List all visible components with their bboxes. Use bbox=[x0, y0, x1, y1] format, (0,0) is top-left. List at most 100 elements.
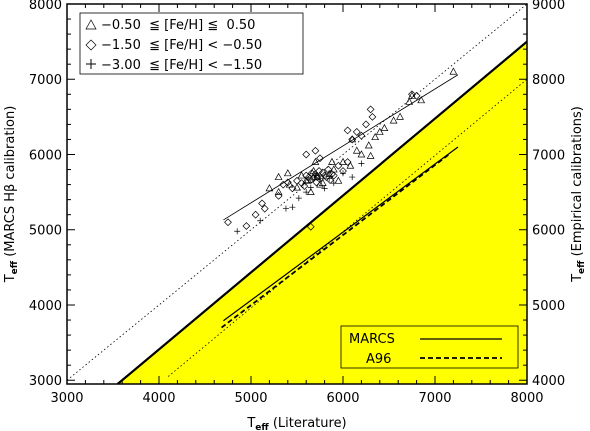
x-tick-label: 3000 bbox=[50, 391, 83, 406]
triangle-marker bbox=[357, 150, 366, 158]
x-tick-label: 4000 bbox=[142, 391, 175, 406]
diamond-marker bbox=[306, 176, 315, 184]
y-right-tick-label: 6000 bbox=[532, 224, 565, 239]
plus-marker bbox=[257, 217, 264, 224]
diamond-marker bbox=[326, 176, 335, 184]
y-left-tick-label: 7000 bbox=[29, 73, 62, 88]
x-tick-label: 5000 bbox=[234, 391, 267, 406]
diamond-marker bbox=[306, 222, 315, 231]
diamond-marker bbox=[412, 91, 421, 100]
x-tick-label: 6000 bbox=[326, 391, 359, 406]
triangle-marker bbox=[380, 123, 389, 132]
y-right-tick-label: 4000 bbox=[532, 374, 565, 389]
diamond-marker bbox=[408, 90, 416, 99]
plus-marker bbox=[340, 170, 346, 177]
diamond-marker bbox=[334, 161, 343, 170]
diamond-marker bbox=[283, 178, 292, 187]
y-right-tick-label: 5000 bbox=[532, 299, 565, 314]
diamond-marker bbox=[343, 126, 352, 135]
triangle-marker bbox=[396, 112, 404, 120]
diamond-marker bbox=[368, 112, 377, 121]
diamond-marker bbox=[318, 168, 327, 177]
diamond-marker bbox=[242, 222, 251, 230]
triangle-marker bbox=[348, 135, 357, 143]
plus-marker bbox=[312, 172, 319, 179]
y-axis-right-title: Teff (Empirical calibrations) bbox=[570, 106, 587, 283]
diamond-marker bbox=[258, 199, 266, 208]
triangle-marker bbox=[283, 169, 292, 177]
y-right-tick-label: 9000 bbox=[532, 0, 565, 13]
legend-entry-triangle: −0.50 ≦ [Fe/H] ≦ 0.50 bbox=[101, 18, 255, 33]
diamond-marker bbox=[274, 191, 283, 200]
plus-marker bbox=[358, 160, 365, 167]
diamond-marker bbox=[311, 146, 320, 155]
one-to-one-dotted-line-left bbox=[67, 4, 527, 381]
plus-marker bbox=[317, 175, 323, 182]
triangle-marker bbox=[328, 157, 336, 165]
triangle-marker bbox=[346, 161, 355, 169]
triangle-marker bbox=[449, 67, 458, 75]
y-left-tick-label: 6000 bbox=[29, 148, 62, 163]
y-axis-right-ticks bbox=[519, 3, 527, 381]
diamond-marker bbox=[357, 131, 366, 140]
triangle-marker bbox=[293, 183, 301, 191]
triangle-marker bbox=[417, 96, 426, 104]
triangle-marker bbox=[265, 184, 274, 192]
plus-marker bbox=[282, 205, 289, 212]
x-axis-title: Teff (Literature) bbox=[246, 416, 346, 431]
upper-fit-line bbox=[223, 74, 459, 221]
triangle-marker bbox=[285, 180, 294, 188]
legend-diamond-icon bbox=[85, 39, 97, 51]
diamond-marker bbox=[329, 171, 338, 180]
y-left-tick-label: 4000 bbox=[29, 299, 62, 314]
diamond-marker bbox=[362, 120, 370, 129]
diamond-marker bbox=[315, 167, 323, 175]
triangle-marker bbox=[306, 187, 315, 195]
diamond-marker bbox=[260, 204, 269, 213]
legend-entry-diamond: −1.50 ≦ [Fe/H] < −0.50 bbox=[101, 38, 262, 53]
triangle-marker bbox=[274, 187, 283, 195]
data-markers bbox=[224, 67, 458, 235]
legend-triangle-icon bbox=[85, 19, 97, 30]
triangle-marker bbox=[274, 172, 283, 180]
y-left-tick-label: 5000 bbox=[29, 224, 62, 239]
legend-entry-marcs: MARCS bbox=[349, 332, 395, 347]
plus-marker bbox=[349, 174, 356, 181]
triangle-marker bbox=[366, 151, 375, 159]
y-left-tick-label: 8000 bbox=[29, 0, 62, 13]
y-right-tick-label: 8000 bbox=[532, 73, 565, 88]
triangle-marker bbox=[405, 97, 414, 105]
x-axis-ticks bbox=[66, 4, 528, 384]
plus-marker bbox=[303, 189, 310, 196]
diamond-marker bbox=[352, 128, 361, 136]
triangle-marker bbox=[371, 132, 380, 141]
thick-boundary-line bbox=[116, 40, 527, 384]
x-tick-label: 7000 bbox=[418, 391, 451, 406]
triangle-marker bbox=[311, 157, 320, 165]
diamond-marker bbox=[316, 154, 324, 163]
diamond-marker bbox=[366, 105, 375, 114]
triangle-marker bbox=[375, 127, 384, 135]
triangle-marker bbox=[334, 176, 343, 184]
legend-calibration: MARCS A96 bbox=[340, 325, 519, 369]
triangle-marker bbox=[389, 116, 398, 124]
plus-marker bbox=[234, 228, 241, 235]
plus-marker bbox=[321, 185, 328, 192]
diamond-marker bbox=[288, 184, 297, 193]
legend-entry-a96: A96 bbox=[366, 352, 391, 367]
plus-marker bbox=[295, 195, 302, 202]
plus-marker bbox=[326, 175, 333, 182]
y-axis-left-ticks bbox=[67, 3, 75, 381]
diamond-marker bbox=[322, 173, 331, 181]
diamond-marker bbox=[324, 165, 333, 174]
legend-plus-icon bbox=[86, 59, 96, 69]
diamond-marker bbox=[343, 158, 352, 166]
triangle-marker bbox=[352, 146, 361, 154]
diamond-marker bbox=[302, 150, 311, 159]
one-to-one-dotted-line-right bbox=[167, 78, 527, 377]
diamond-marker bbox=[312, 178, 321, 187]
marcs-fit-line bbox=[223, 146, 459, 322]
legend-metallicity-box bbox=[79, 12, 304, 75]
plot-frame bbox=[66, 3, 528, 385]
